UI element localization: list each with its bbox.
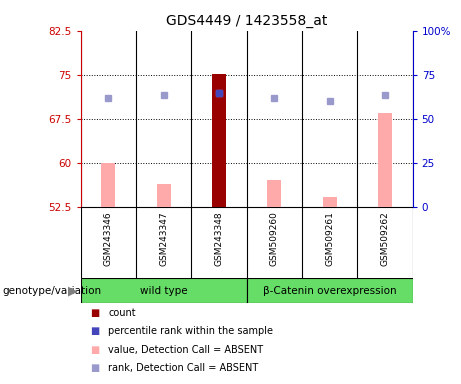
Text: GSM243348: GSM243348 xyxy=(214,211,224,266)
Text: GSM509260: GSM509260 xyxy=(270,211,279,266)
Text: GSM509261: GSM509261 xyxy=(325,211,334,266)
Bar xyxy=(267,180,281,207)
Text: rank, Detection Call = ABSENT: rank, Detection Call = ABSENT xyxy=(108,363,259,373)
Text: percentile rank within the sample: percentile rank within the sample xyxy=(108,326,273,336)
Text: β-Catenin overexpression: β-Catenin overexpression xyxy=(263,286,396,296)
Bar xyxy=(81,278,247,303)
Bar xyxy=(212,74,226,207)
Text: GSM243347: GSM243347 xyxy=(159,211,168,266)
Bar xyxy=(157,184,171,207)
Text: wild type: wild type xyxy=(140,286,188,296)
Text: ■: ■ xyxy=(90,326,99,336)
Text: value, Detection Call = ABSENT: value, Detection Call = ABSENT xyxy=(108,345,263,355)
Bar xyxy=(247,278,413,303)
Bar xyxy=(101,163,115,207)
Text: GSM243346: GSM243346 xyxy=(104,211,113,266)
Bar xyxy=(378,113,392,207)
Text: ■: ■ xyxy=(90,308,99,318)
Bar xyxy=(323,197,337,207)
Text: count: count xyxy=(108,308,136,318)
Text: ■: ■ xyxy=(90,345,99,355)
Text: GSM509262: GSM509262 xyxy=(380,211,390,266)
Text: ▶: ▶ xyxy=(68,284,77,297)
Text: genotype/variation: genotype/variation xyxy=(2,286,101,296)
Text: ■: ■ xyxy=(90,363,99,373)
Title: GDS4449 / 1423558_at: GDS4449 / 1423558_at xyxy=(166,14,327,28)
